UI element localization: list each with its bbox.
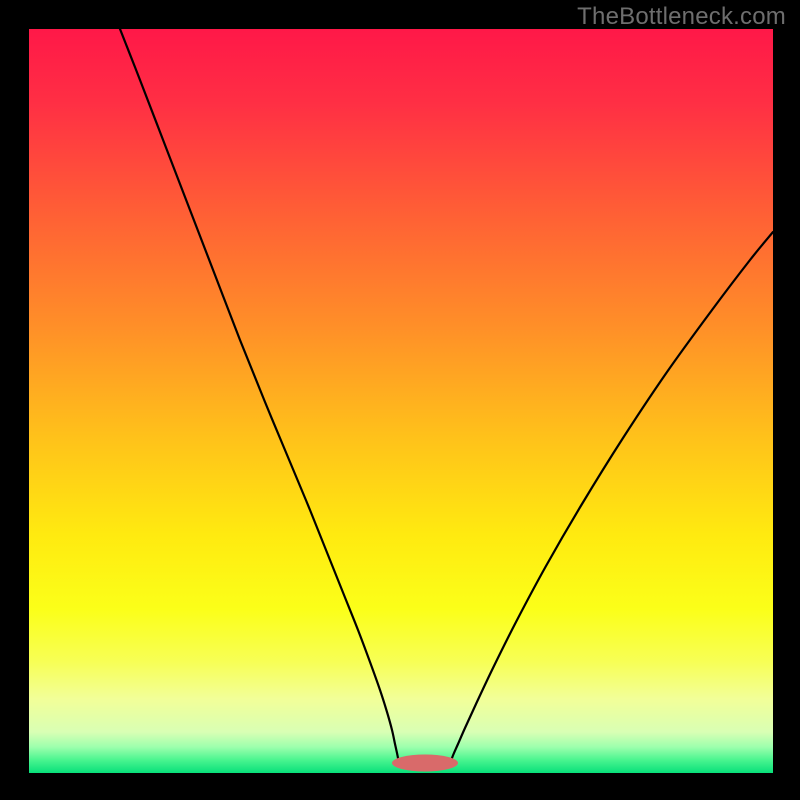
- plot-border-left: [0, 0, 29, 800]
- plot-border-bottom: [0, 773, 800, 800]
- watermark-text: TheBottleneck.com: [577, 3, 786, 31]
- bottleneck-marker: [392, 755, 458, 772]
- bottleneck-curve-chart: [0, 0, 800, 800]
- gradient-background: [29, 29, 773, 773]
- plot-border-right: [773, 0, 800, 800]
- chart-stage: TheBottleneck.com: [0, 0, 800, 800]
